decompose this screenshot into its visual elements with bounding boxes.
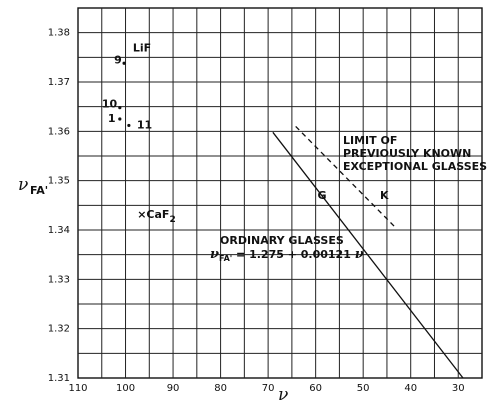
data-point-label: 10 [102,98,118,111]
y-tick-label: 1.31 [48,373,70,384]
x-tick-label: 100 [116,383,135,394]
x-tick-label: 30 [452,383,465,394]
y-axis-title: ν [18,175,28,195]
ordinary-glasses-line [272,131,464,379]
equation-rest: = 1.275 + 0.00121 [232,248,354,261]
annotation-ordinary-equation: νFA' = 1.275 + 0.00121 ν [210,247,364,263]
annotation-ordinary-line1: ORDINARY GLASSES [220,234,344,247]
y-axis-title-subscript: FA' [30,184,48,197]
data-point-label: 11 [137,118,152,131]
grid [77,7,483,379]
data-lines [272,125,464,379]
y-tick-label: 1.34 [48,225,70,236]
data-point-marker [118,117,122,121]
x-tick-label: 70 [262,383,275,394]
data-point-label: 9 [114,53,122,66]
annotation-limit-line2: PREVIOUSLY KNOWN [343,147,471,160]
equation-nu-end: ν [355,247,364,262]
x-tick-label: 60 [309,383,322,394]
data-point-label: ×CaF2 [137,208,176,225]
tick-labels: 110 100 90 80 70 60 50 40 30 1.31 1.32 1.33 1.34 1.35… [48,28,465,394]
plot-frame [77,7,483,379]
y-tick-label: 1.32 [48,324,70,335]
x-tick-label: 110 [68,383,87,394]
data-point-label: 1 [108,112,116,125]
data-point-marker [127,123,131,128]
x-tick-label: 40 [404,383,417,394]
y-tick-label: 1.36 [48,126,70,137]
data-point-label: LiF [133,41,151,54]
y-tick-label: 1.37 [48,77,70,88]
annotation-limit-line3: EXCEPTIONAL GLASSES [343,160,487,173]
y-tick-label: 1.35 [48,176,70,187]
data-point-marker [122,61,126,65]
y-tick-label: 1.33 [48,274,70,285]
x-tick-label: 50 [357,383,370,394]
data-point-marker [118,106,122,110]
equation-subscript: FA' [219,254,232,263]
x-tick-label: 80 [214,383,227,394]
data-point-label: K [380,189,389,202]
data-point-label: G [318,189,327,202]
y-tick-label: 1.38 [48,28,70,39]
annotation-limit-line1: LIMIT OF [343,134,397,147]
limit-line [295,125,396,228]
equation-nu: ν [210,247,219,262]
x-tick-label: 90 [167,383,180,394]
x-axis-title: ν [278,385,288,405]
